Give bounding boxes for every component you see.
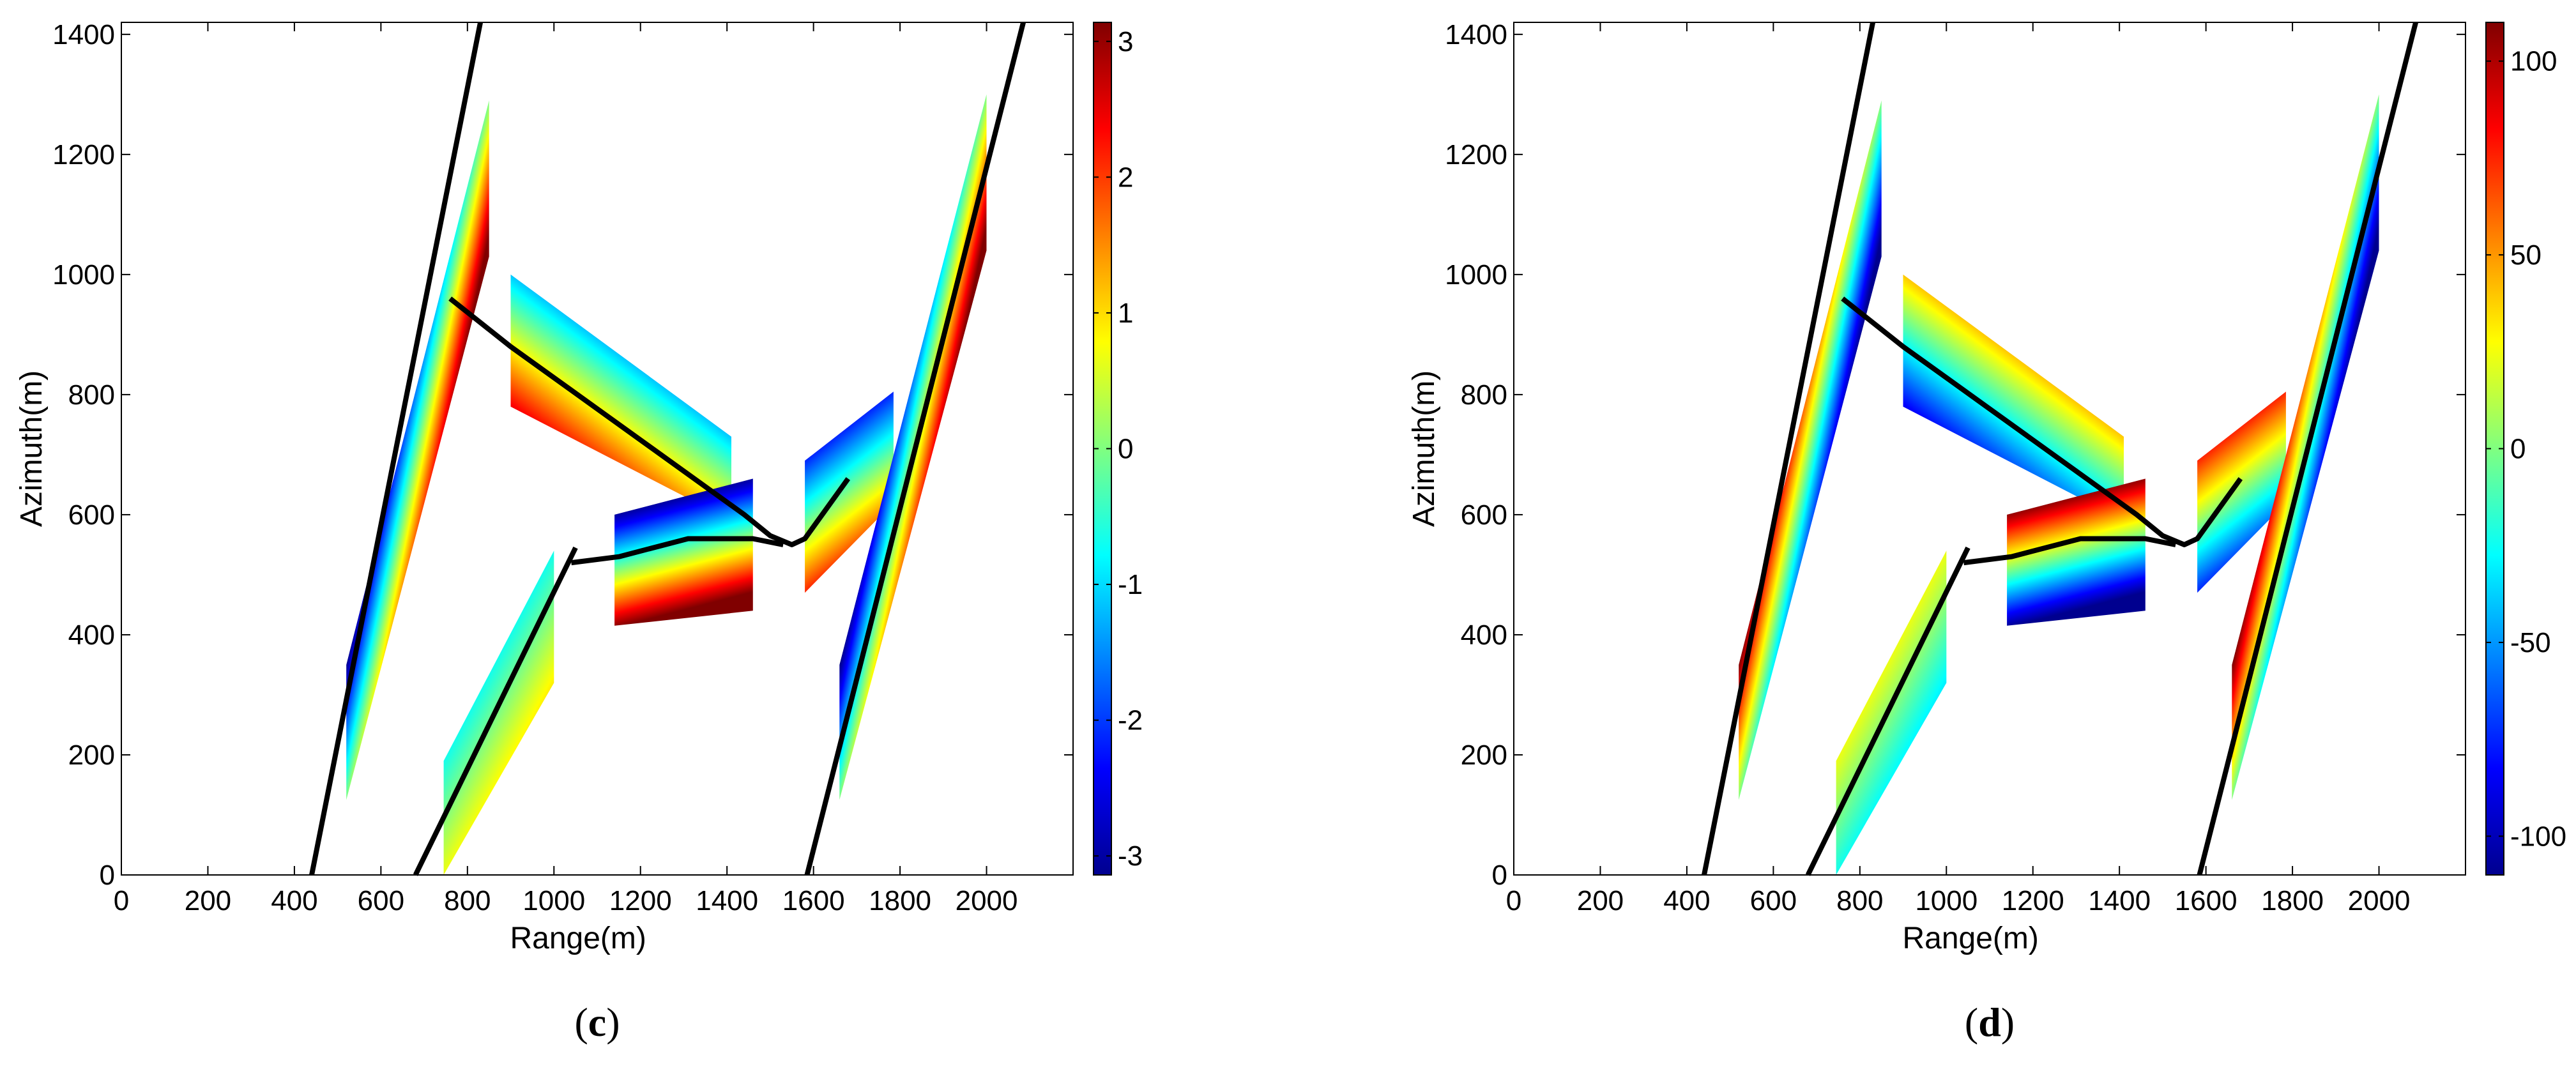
x-tick-label: 200 — [185, 885, 231, 916]
colorbar-tick-label: -100 — [2510, 821, 2566, 852]
y-tick-label: 1200 — [1445, 139, 1507, 171]
colorbar: -3 -2 -1 0 1 2 3 — [1093, 22, 1143, 876]
track-lines — [1702, 22, 2418, 876]
x-tick-label: 400 — [1663, 885, 1710, 916]
panel-label: (d) — [1965, 999, 2015, 1045]
colorbar-tick-label: 2 — [1118, 162, 1133, 193]
y-tick-label: 200 — [68, 740, 115, 771]
y-axis-ticks: 0 200 400 600 800 1000 1200 1400 — [52, 19, 1073, 891]
y-tick-label: 1200 — [52, 139, 115, 171]
patch-center-block — [2007, 478, 2145, 626]
x-tick-label: 0 — [1506, 885, 1521, 916]
colorbar-tick-label: 0 — [1118, 434, 1133, 465]
x-tick-label: 1800 — [2261, 885, 2324, 916]
colorbar-tick-label: 0 — [2510, 434, 2526, 465]
y-tick-label: 800 — [68, 379, 115, 411]
y-tick-label: 1000 — [52, 259, 115, 291]
colorbar-tick-label: -1 — [1118, 569, 1143, 600]
x-axis-ticks: 0 200 400 600 800 1000 1200 1400 1600 1800 2000 — [1506, 22, 2411, 916]
plot-frame — [121, 22, 1074, 876]
x-tick-label: 1400 — [696, 885, 758, 916]
track-line — [413, 546, 578, 876]
panel-c: 0 200 400 600 800 1000 1200 1400 1600 1800 2000 02… — [15, 19, 1143, 1045]
patch-lower-left-block — [443, 551, 554, 875]
y-tick-label: 600 — [68, 499, 115, 531]
colorbar-tick-label: -50 — [2510, 627, 2551, 658]
track-line — [2197, 22, 2418, 876]
track-line — [1805, 546, 1970, 876]
y-tick-label: 1000 — [1445, 259, 1507, 291]
y-tick-label: 600 — [1461, 499, 1507, 531]
x-tick-label: 1800 — [869, 885, 931, 916]
patch-right-small-block — [2197, 391, 2286, 593]
track-line — [570, 536, 784, 566]
y-axis-label: Azimuth(m) — [1407, 370, 1441, 527]
x-tick-label: 1000 — [522, 885, 585, 916]
x-tick-label: 600 — [358, 885, 404, 916]
y-axis-label: Azimuth(m) — [15, 370, 49, 527]
x-axis-label: Range(m) — [1902, 922, 2038, 955]
track-line — [804, 22, 1026, 876]
x-axis-ticks: 0 200 400 600 800 1000 1200 1400 1600 1800 2000 — [114, 22, 1018, 916]
y-tick-label: 400 — [1461, 619, 1507, 651]
track-line — [309, 22, 484, 876]
y-tick-label: 200 — [1461, 740, 1507, 771]
x-tick-label: 1200 — [609, 885, 672, 916]
y-tick-label: 0 — [100, 860, 115, 891]
x-tick-label: 1600 — [782, 885, 845, 916]
colorbar: -100 -50 0 50 100 — [2485, 22, 2566, 876]
x-tick-label: 800 — [444, 885, 491, 916]
patch-left-strip — [346, 100, 489, 800]
x-tick-label: 1200 — [2002, 885, 2064, 916]
panel-d: 0 200 400 600 800 1000 1200 1400 1600 1800 2000 02… — [1407, 19, 2566, 1045]
colorbar-tick-label: 100 — [2510, 46, 2557, 77]
patch-right-small-block — [805, 391, 894, 593]
x-tick-label: 1400 — [2088, 885, 2151, 916]
x-tick-label: 400 — [271, 885, 317, 916]
y-tick-label: 1400 — [1445, 19, 1507, 50]
patch-upper-block — [1903, 274, 2124, 521]
track-line — [1963, 536, 2176, 566]
colorbar-tick-label: -3 — [1118, 840, 1143, 872]
y-tick-label: 1400 — [52, 19, 115, 50]
y-tick-label: 0 — [1492, 860, 1507, 891]
colorbar-tick-label: 3 — [1118, 26, 1133, 57]
patch-center-block — [614, 478, 753, 626]
colorbar-tick-label: 1 — [1118, 298, 1133, 329]
y-axis-ticks: 0 200 400 600 800 1000 1200 1400 — [1445, 19, 2465, 891]
x-tick-label: 600 — [1750, 885, 1797, 916]
colorbar-tick-label: 50 — [2510, 239, 2542, 271]
panel-label: (c) — [574, 999, 620, 1045]
y-tick-label: 800 — [1461, 379, 1507, 411]
track-lines — [309, 22, 1026, 876]
x-tick-label: 0 — [114, 885, 129, 916]
x-tick-label: 2000 — [956, 885, 1018, 916]
x-axis-label: Range(m) — [510, 922, 646, 955]
patch-lower-left-block — [1836, 551, 1947, 875]
patch-upper-block — [510, 274, 731, 521]
x-tick-label: 1600 — [2175, 885, 2237, 916]
track-line — [1702, 22, 1876, 876]
x-tick-label: 800 — [1836, 885, 1883, 916]
x-tick-label: 200 — [1577, 885, 1624, 916]
x-tick-label: 2000 — [2348, 885, 2411, 916]
x-tick-label: 1000 — [1915, 885, 1978, 916]
plot-frame — [1513, 22, 2466, 876]
heatmap-patches — [346, 94, 987, 875]
patch-left-strip — [1739, 100, 1882, 800]
colorbar-tick-label: -2 — [1118, 705, 1143, 736]
track-line — [1841, 296, 2243, 547]
track-line — [448, 296, 851, 547]
y-tick-label: 400 — [68, 619, 115, 651]
